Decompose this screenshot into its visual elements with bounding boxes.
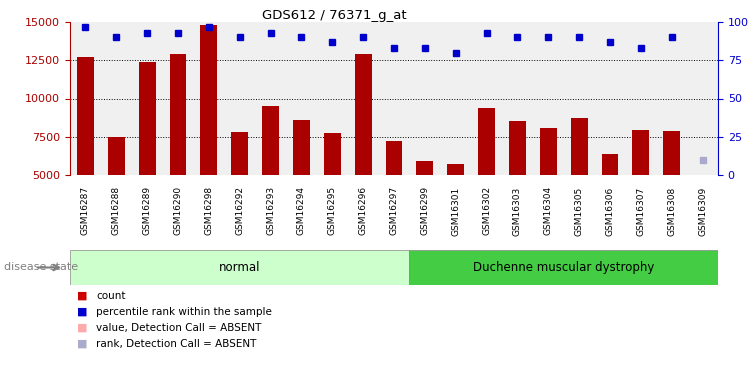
Text: GSM16308: GSM16308: [667, 186, 676, 236]
Text: GSM16287: GSM16287: [81, 186, 90, 236]
Bar: [571, 118, 588, 175]
Text: GSM16294: GSM16294: [297, 186, 306, 235]
Bar: [231, 132, 248, 175]
Bar: [601, 154, 619, 175]
Text: ■: ■: [78, 339, 88, 349]
Bar: [70, 250, 409, 285]
Text: rank, Detection Call = ABSENT: rank, Detection Call = ABSENT: [96, 339, 257, 349]
Bar: [540, 128, 557, 175]
Bar: [447, 164, 465, 175]
Text: count: count: [96, 291, 126, 301]
Text: normal: normal: [219, 261, 260, 274]
Text: GSM16303: GSM16303: [513, 186, 522, 236]
Text: GSM16290: GSM16290: [174, 186, 183, 236]
Text: GSM16297: GSM16297: [390, 186, 399, 236]
Text: GDS612 / 76371_g_at: GDS612 / 76371_g_at: [262, 9, 406, 22]
Text: GSM16288: GSM16288: [111, 186, 120, 236]
Bar: [409, 250, 718, 285]
Bar: [417, 161, 433, 175]
Text: Duchenne muscular dystrophy: Duchenne muscular dystrophy: [473, 261, 654, 274]
Bar: [385, 141, 402, 175]
Text: GSM16289: GSM16289: [143, 186, 152, 236]
Text: disease state: disease state: [4, 262, 78, 273]
Text: GSM16301: GSM16301: [451, 186, 460, 236]
Bar: [632, 130, 649, 175]
Bar: [262, 106, 279, 175]
Bar: [293, 120, 310, 175]
Text: GSM16304: GSM16304: [544, 186, 553, 236]
Text: GSM16307: GSM16307: [637, 186, 646, 236]
Text: value, Detection Call = ABSENT: value, Detection Call = ABSENT: [96, 323, 262, 333]
Text: GSM16305: GSM16305: [574, 186, 583, 236]
Bar: [77, 57, 94, 175]
Bar: [200, 25, 218, 175]
Text: GSM16295: GSM16295: [328, 186, 337, 236]
Bar: [355, 54, 372, 175]
Bar: [663, 130, 680, 175]
Text: ■: ■: [78, 307, 88, 317]
Text: GSM16293: GSM16293: [266, 186, 275, 236]
Text: percentile rank within the sample: percentile rank within the sample: [96, 307, 272, 317]
Bar: [138, 62, 156, 175]
Bar: [324, 133, 341, 175]
Bar: [509, 122, 526, 175]
Text: ■: ■: [78, 291, 88, 301]
Bar: [170, 54, 186, 175]
Bar: [478, 108, 495, 175]
Text: GSM16298: GSM16298: [204, 186, 213, 236]
Text: GSM16299: GSM16299: [420, 186, 429, 236]
Text: GSM16306: GSM16306: [605, 186, 615, 236]
Bar: [108, 137, 125, 175]
Text: GSM16309: GSM16309: [698, 186, 707, 236]
Text: GSM16292: GSM16292: [235, 186, 244, 235]
Text: ■: ■: [78, 323, 88, 333]
Text: GSM16296: GSM16296: [358, 186, 368, 236]
Text: GSM16302: GSM16302: [482, 186, 491, 236]
